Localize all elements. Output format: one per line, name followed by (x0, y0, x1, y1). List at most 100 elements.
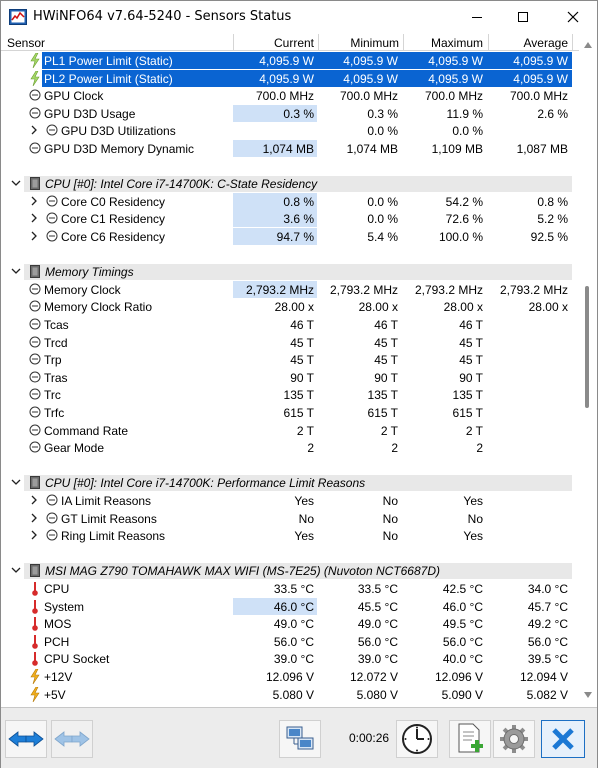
title-bar[interactable]: HWiNFO64 v7.64-5240 - Sensors Status (1, 1, 597, 34)
maximum-value: 2,793.2 MHz (414, 282, 483, 297)
close-x-icon (552, 728, 574, 750)
minimum-value: 2,793.2 MHz (329, 282, 398, 297)
add-report-button[interactable] (449, 720, 491, 758)
column-divider[interactable] (488, 34, 489, 51)
sensor-row[interactable]: GPU D3D Memory Dynamic 1,074 MB 1,074 MB 1,… (1, 140, 579, 157)
close-window-button[interactable] (549, 1, 597, 33)
thermometer-icon (32, 582, 38, 596)
settings-button[interactable] (493, 720, 535, 758)
current-value-highlight (233, 210, 317, 228)
column-divider[interactable] (318, 34, 319, 51)
sensor-row[interactable]: CPU Socket 39.0 °C 39.0 °C 40.0 °C 39.5 °C (1, 650, 579, 667)
sensor-list[interactable]: PL1 Power Limit (Static) 4,095.9 W 4,095.9… (1, 52, 579, 707)
nav-arrows-disabled-icon (54, 731, 90, 747)
minimum-value: 0.0 % (367, 212, 398, 227)
current-value: 12.096 V (265, 670, 314, 684)
expand-chevron-icon[interactable] (29, 530, 39, 540)
current-value: 2 (307, 441, 314, 456)
nav-arrows-button[interactable] (5, 720, 47, 758)
sensor-row[interactable]: PCH 56.0 °C 56.0 °C 56.0 °C 56.0 °C (1, 633, 579, 650)
average-value: 12.094 V (519, 670, 568, 684)
column-divider[interactable] (572, 34, 573, 51)
expand-chevron-icon[interactable] (29, 513, 39, 523)
collapse-chevron-icon[interactable] (11, 565, 21, 575)
minimize-button[interactable] (453, 1, 501, 33)
column-current[interactable]: Current (273, 36, 314, 50)
nav-arrows-icon (8, 731, 44, 747)
sensor-row[interactable]: Ring Limit Reasons Yes No Yes (1, 527, 579, 544)
close-sensors-button[interactable] (541, 720, 585, 758)
sensor-row[interactable]: System 46.0 °C 45.5 °C 46.0 °C 45.7 °C (1, 597, 579, 615)
sensor-row[interactable]: PL1 Power Limit (Static) 4,095.9 W 4,095.9… (1, 52, 579, 69)
sensor-row[interactable]: Core C1 Residency 3.6 % 0.0 % 72.6 % 5.2 % (1, 210, 579, 228)
sensor-row[interactable]: Core C0 Residency 0.8 % 0.0 % 54.2 % 0.8 % (1, 192, 579, 210)
sensor-row[interactable]: PL2 Power Limit (Static) 4,095.9 W 4,095.9… (1, 69, 579, 87)
sensor-row[interactable]: Gear Mode 2 2 2 (1, 439, 579, 456)
scrollbar-thumb[interactable] (585, 286, 589, 408)
sensor-group-header[interactable]: Memory Timings (1, 263, 579, 281)
gauge-icon (46, 195, 58, 207)
current-value: 700.0 MHz (255, 89, 314, 104)
expand-chevron-icon[interactable] (29, 231, 39, 241)
sensor-row[interactable]: Trcd 45 T 45 T 45 T (1, 334, 579, 351)
sensor-group-header[interactable]: MSI MAG Z790 TOMAHAWK MAX WIFI (MS-7E25)… (1, 562, 579, 580)
current-value: No (298, 511, 314, 526)
average-value: 2,793.2 MHz (499, 282, 568, 297)
maximum-value: 56.0 °C (442, 634, 483, 649)
minimum-value: 1,074 MB (346, 142, 398, 156)
gauge-icon (29, 406, 41, 418)
nav-arrows-disabled-button[interactable] (51, 720, 93, 758)
sensor-row[interactable]: GPU D3D Utilizations 0.0 % 0.0 % (1, 122, 579, 139)
maximize-button[interactable] (499, 1, 547, 33)
sensor-row[interactable]: GT Limit Reasons No No No (1, 510, 579, 527)
column-average[interactable]: Average (523, 36, 568, 50)
sensor-group-header[interactable]: CPU [#0]: Intel Core i7-14700K: C-State … (1, 175, 579, 193)
expand-chevron-icon[interactable] (29, 213, 39, 223)
sensor-row[interactable]: GPU D3D Usage 0.3 % 0.3 % 11.9 % 2.6 % (1, 104, 579, 122)
sensor-row[interactable]: Memory Clock 2,793.2 MHz 2,793.2 MHz 2,793.… (1, 280, 579, 298)
sensor-row[interactable]: Tras 90 T 90 T 90 T (1, 369, 579, 386)
maximum-value: 4,095.9 W (428, 54, 483, 68)
sensor-row[interactable]: Trfc 615 T 615 T 615 T (1, 404, 579, 421)
sensor-row[interactable]: IA Limit Reasons Yes No Yes (1, 492, 579, 509)
sensor-row[interactable]: +12V 12.096 V 12.072 V 12.096 V 12.094 V (1, 668, 579, 685)
sensor-row[interactable]: Memory Clock Ratio 28.00 x 28.00 x 28.00 x 2… (1, 298, 579, 315)
column-sensor[interactable]: Sensor (7, 36, 46, 50)
collapse-chevron-icon[interactable] (11, 477, 21, 487)
column-divider[interactable] (403, 34, 404, 51)
current-value: 4,095.9 W (259, 71, 314, 86)
sensor-row[interactable]: Trp 45 T 45 T 45 T (1, 351, 579, 368)
sensor-label: Memory Clock Ratio (44, 300, 153, 315)
scroll-down-icon[interactable] (584, 692, 592, 698)
expand-chevron-icon[interactable] (29, 495, 39, 505)
sensor-group-header[interactable]: CPU [#0]: Intel Core i7-14700K: Performa… (1, 474, 579, 492)
minimum-value: 5.080 V (356, 687, 398, 702)
sensor-row[interactable]: +5V 5.080 V 5.080 V 5.090 V 5.082 V (1, 686, 579, 703)
scroll-up-icon[interactable] (584, 42, 592, 48)
minimum-value: 33.5 °C (357, 582, 398, 596)
sensor-row[interactable]: Core C6 Residency 94.7 % 5.4 % 100.0 % 92.5 … (1, 228, 579, 245)
expand-chevron-icon[interactable] (29, 196, 39, 206)
collapse-chevron-icon[interactable] (11, 178, 21, 188)
collapse-chevron-icon[interactable] (11, 266, 21, 276)
timer-button[interactable] (396, 720, 438, 758)
sensor-row[interactable]: Command Rate 2 T 2 T 2 T (1, 422, 579, 439)
sensor-row[interactable]: GPU Clock 700.0 MHz 700.0 MHz 700.0 MHz 700.… (1, 87, 579, 104)
expand-chevron-icon[interactable] (29, 125, 39, 135)
minimum-value: 45 T (374, 353, 398, 368)
vertical-scrollbar[interactable] (579, 34, 597, 707)
selection-highlight (42, 52, 235, 69)
minimum-value: 0.0 % (367, 124, 398, 139)
column-divider[interactable] (233, 34, 234, 51)
spacer-row (1, 246, 579, 263)
sensor-row[interactable]: CPU 33.5 °C 33.5 °C 42.5 °C 34.0 °C (1, 580, 579, 597)
column-minimum[interactable]: Minimum (350, 36, 399, 50)
network-button[interactable] (279, 720, 321, 758)
current-value: Yes (294, 529, 314, 544)
sensor-row[interactable]: Trc 135 T 135 T 135 T (1, 386, 579, 403)
column-maximum[interactable]: Maximum (430, 36, 483, 50)
sensor-row[interactable]: Tcas 46 T 46 T 46 T (1, 316, 579, 333)
maximum-value: 42.5 °C (442, 582, 483, 596)
sensor-row[interactable]: MOS 49.0 °C 49.0 °C 49.5 °C 49.2 °C (1, 615, 579, 632)
minimum-value: No (382, 494, 398, 508)
